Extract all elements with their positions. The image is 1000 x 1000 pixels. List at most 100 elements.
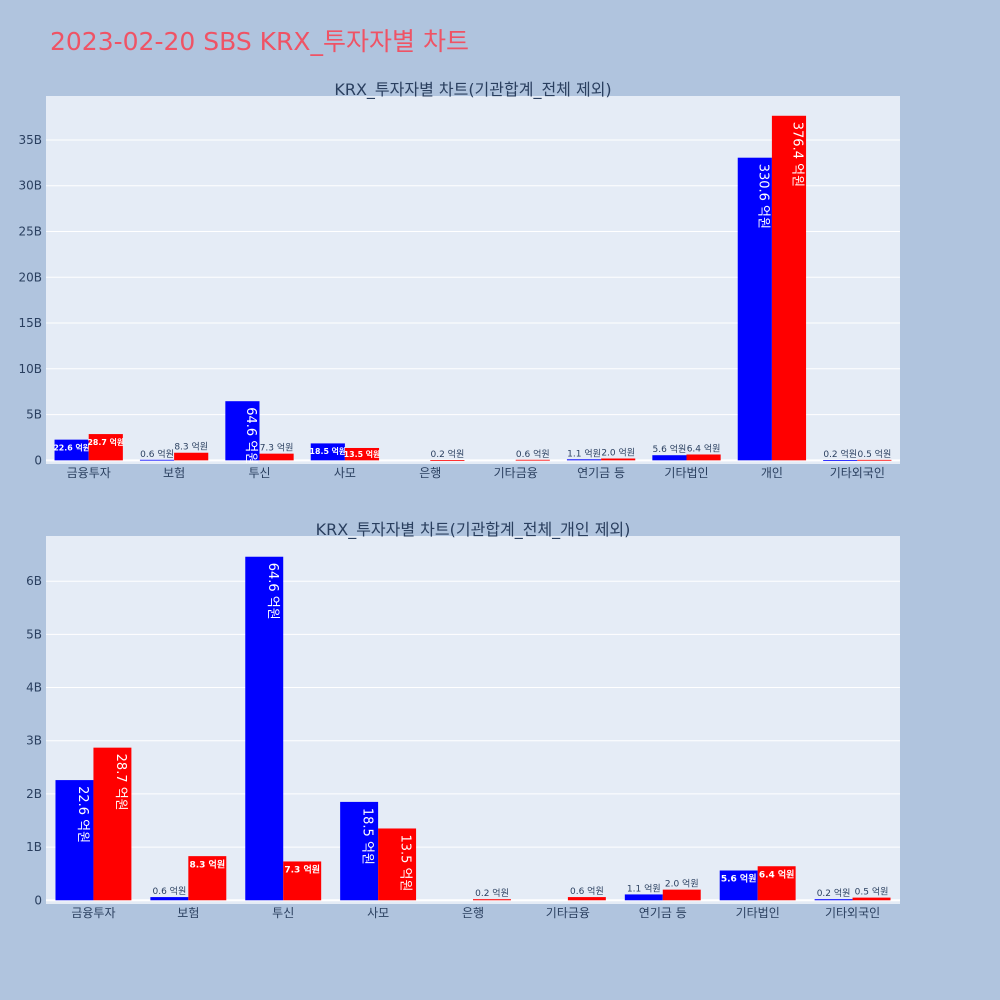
bar [245, 556, 284, 901]
bar [473, 899, 511, 901]
bar [814, 899, 853, 901]
bar [686, 454, 721, 461]
x-tick-label: 금융투자 [67, 466, 111, 480]
bar [225, 401, 260, 461]
data-label: 18.5 억원 [360, 808, 375, 865]
y-tick-label: 20B [18, 270, 42, 284]
x-tick-label: 은행 [462, 905, 484, 920]
x-tick-label: 사모 [367, 906, 389, 920]
data-label: 0.5 억원 [858, 448, 892, 460]
data-label: 28.7 억원 [87, 437, 124, 447]
bar [283, 861, 322, 901]
y-tick-label: 1B [26, 840, 42, 854]
data-label: 8.3 억원 [174, 441, 208, 453]
data-label: 330.6 억원 [755, 164, 770, 229]
x-tick-label: 개인 [761, 466, 783, 480]
bar [567, 897, 606, 901]
x-tick-label: 은행 [419, 465, 441, 480]
y-tick-label: 15B [18, 316, 42, 330]
bar [515, 459, 550, 461]
data-label: 22.6 억원 [75, 786, 90, 843]
data-label: 5.6 억원 [721, 873, 757, 885]
x-tick-label: 기타외국인 [830, 466, 885, 480]
data-label: 0.6 억원 [152, 885, 186, 897]
x-tick-label: 기타금융 [546, 906, 590, 920]
bar [259, 453, 294, 461]
data-label: 0.2 억원 [823, 448, 857, 460]
y-tick-label: 2B [26, 787, 42, 801]
data-label: 0.5 억원 [855, 886, 889, 898]
bar [139, 459, 175, 461]
data-label: 18.5 억원 [310, 446, 347, 456]
bar [652, 455, 687, 461]
bar [771, 115, 807, 461]
data-label: 0.6 억원 [570, 885, 604, 897]
x-tick-label: 금융투자 [71, 906, 115, 920]
chart-1: 0 5B 10B 15B 20B 25B 30B 35B KRX_투자자별 차트(기관합계_전체… [18, 80, 900, 480]
bar [662, 889, 701, 901]
y-tick-label: 25B [18, 224, 42, 238]
page-title: 2023-02-20 SBS KRX_투자자별 차트 [50, 27, 469, 56]
x-tick-label: 기타금융 [494, 466, 538, 480]
data-label: 22.6 억원 [53, 442, 90, 452]
y-tick-label: 4B [26, 681, 42, 695]
plot-area [46, 536, 900, 904]
x-tick-label: 투신 [248, 466, 270, 480]
data-label: 7.3 억원 [284, 864, 320, 876]
x-tick-label: 연기금 등 [639, 906, 687, 920]
y-tick-label: 5B [26, 627, 42, 641]
bar [852, 897, 891, 901]
bar [174, 452, 209, 461]
y-tick-label: 6B [26, 574, 42, 588]
data-label: 2.0 억원 [601, 447, 635, 459]
data-label: 64.6 억원 [265, 563, 280, 620]
bar [93, 747, 132, 901]
bar [601, 458, 636, 461]
data-label: 0.2 억원 [431, 448, 465, 460]
data-label: 7.3 억원 [260, 442, 294, 454]
data-label: 1.1 억원 [567, 447, 601, 459]
data-label: 0.6 억원 [140, 448, 174, 460]
data-label: 1.1 억원 [627, 882, 661, 894]
y-tick-label: 0 [34, 453, 42, 467]
bar [88, 434, 123, 461]
bar [757, 866, 796, 901]
chart-title: KRX_투자자별 차트(기관합계_전체 제외) [334, 80, 611, 100]
bar [378, 828, 417, 901]
bar [823, 460, 858, 461]
data-label: 376.4 억원 [790, 122, 805, 187]
bar [737, 157, 772, 461]
x-tick-label: 기타외국인 [825, 906, 880, 920]
x-tick-label: 보험 [163, 466, 185, 480]
data-label: 8.3 억원 [189, 858, 225, 870]
y-tick-label: 5B [26, 408, 42, 422]
x-tick-label: 기타법인 [736, 906, 780, 920]
y-tick-label: 10B [18, 362, 42, 376]
data-label: 0.2 억원 [817, 887, 851, 899]
data-label: 13.5 억원 [344, 449, 381, 459]
bar [54, 439, 89, 461]
bar [150, 897, 189, 901]
y-tick-label: 3B [26, 734, 42, 748]
bar [857, 459, 892, 461]
x-tick-label: 기타법인 [664, 466, 708, 480]
x-tick-label: 연기금 등 [577, 466, 625, 480]
bar [719, 870, 758, 901]
bar [344, 447, 380, 461]
data-label: 5.6 억원 [653, 443, 687, 455]
chart-title: KRX_투자자별 차트(기관합계_전체_개인 제외) [316, 520, 631, 540]
bar [566, 459, 602, 461]
data-label: 0.6 억원 [516, 448, 550, 460]
x-tick-label: 보험 [177, 906, 199, 920]
x-tick-label: 사모 [334, 466, 356, 480]
bar [188, 856, 227, 901]
chart-2: 0 1B 2B 3B 4B 5B 6B KRX_투자자별 차트(기관합계_전체_개인 제외) 금… [26, 520, 900, 920]
x-tick-label: 투신 [272, 906, 294, 920]
data-label: 6.4 억원 [759, 868, 795, 880]
bar [340, 801, 379, 901]
data-label: 2.0 억원 [665, 878, 699, 890]
bar [310, 443, 345, 461]
y-tick-label: 0 [34, 893, 42, 907]
